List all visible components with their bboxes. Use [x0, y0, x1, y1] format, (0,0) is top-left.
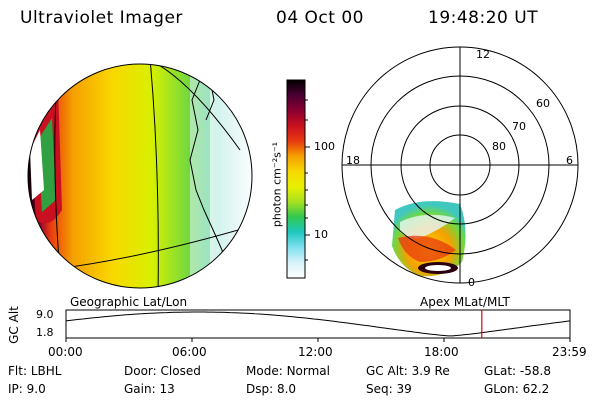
status-glat: GLat: -58.8 — [484, 364, 551, 378]
lat-label-70: 70 — [512, 120, 526, 133]
colorbar-scale — [286, 79, 306, 279]
colorbar — [286, 79, 310, 279]
status-gain: Gain: 13 — [124, 382, 175, 396]
colorbar-label-100: 100 — [314, 140, 335, 153]
altitude-ytick-min: 1.8 — [36, 326, 54, 339]
instrument-title: Ultraviolet Imager — [20, 8, 183, 28]
mlt-label-6: 6 — [566, 154, 573, 167]
status-glon: GLon: 62.2 — [484, 382, 550, 396]
geo-panel-label: Geographic Lat/Lon — [70, 295, 188, 309]
xtick-1800: 18:00 — [424, 345, 459, 359]
dayside-edge — [210, 64, 252, 288]
colorbar-label-10: 10 — [314, 228, 328, 241]
altitude-plot — [65, 309, 571, 342]
altitude-curve — [65, 311, 571, 337]
xtick-1200: 12:00 — [298, 345, 333, 359]
colorbar-unit-label: photon cm⁻²s⁻¹ — [270, 141, 284, 228]
altitude-ylabel: GC Alt — [7, 306, 21, 344]
observation-date: 04 Oct 00 — [276, 8, 364, 28]
mlt-label-18: 18 — [346, 154, 360, 167]
status-mode: Mode: Normal — [246, 364, 330, 378]
geo-image-panel — [27, 63, 253, 289]
geo-meridian-2 — [149, 64, 159, 288]
observation-time: 19:48:20 UT — [428, 8, 539, 28]
status-dsp: Dsp: 8.0 — [246, 382, 297, 396]
status-seq: Seq: 39 — [366, 382, 412, 396]
polar-oval-highlight — [425, 265, 451, 271]
altitude-ytick-max: 9.0 — [36, 308, 54, 321]
polar-panel-label: Apex MLat/MLT — [420, 295, 510, 309]
polar-emission-red — [398, 235, 456, 262]
mlt-label-12: 12 — [476, 48, 490, 61]
status-gc-alt: GC Alt: 3.9 Re — [366, 364, 450, 378]
polar-panel — [341, 46, 579, 284]
status-ip: IP: 9.0 — [8, 382, 46, 396]
xtick-0000: 00:00 — [48, 345, 83, 359]
mlt-label-0: 0 — [468, 276, 475, 289]
xtick-0600: 06:00 — [172, 345, 207, 359]
status-door: Door: Closed — [124, 364, 201, 378]
lat-label-80: 80 — [492, 140, 506, 153]
status-flt: Flt: LBHL — [8, 364, 62, 378]
lat-label-60: 60 — [536, 97, 550, 110]
earth-limb — [27, 63, 253, 289]
xtick-2359: 23:59 — [552, 345, 587, 359]
limb-white-patch — [30, 130, 44, 200]
